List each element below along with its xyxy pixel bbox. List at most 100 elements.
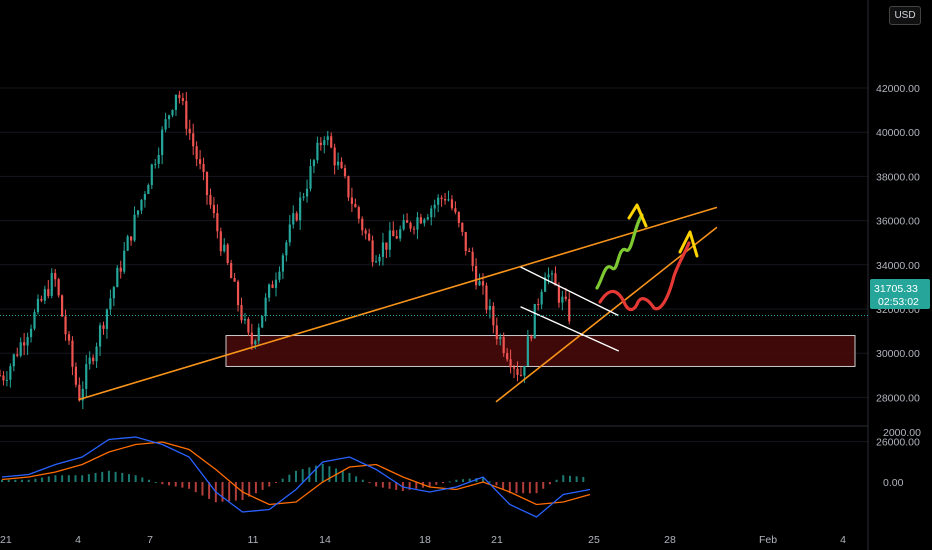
macd-histogram-bar <box>47 476 50 482</box>
macd-histogram-bar <box>395 482 398 490</box>
macd-histogram-bar <box>74 475 77 482</box>
candle <box>561 290 564 311</box>
candle <box>340 157 343 169</box>
macd-histogram-bar <box>381 482 384 488</box>
candle <box>116 265 119 288</box>
candle <box>450 195 454 211</box>
candle <box>412 226 416 235</box>
macd-histogram-bar <box>194 482 197 493</box>
candle <box>43 285 46 305</box>
candle <box>364 228 367 240</box>
candle <box>499 333 502 346</box>
candle <box>23 332 26 356</box>
candle <box>357 205 360 224</box>
macd-histogram-bar <box>341 470 344 482</box>
candle <box>312 158 316 174</box>
candle <box>447 190 450 202</box>
candle <box>537 298 540 311</box>
time-tick-label: 25 <box>588 534 600 546</box>
macd-histogram-bar <box>127 474 130 482</box>
candle <box>250 323 253 350</box>
macd-histogram-bar <box>328 466 331 482</box>
macd-histogram-bar <box>508 482 511 494</box>
macd-histogram-bar <box>141 477 144 482</box>
macd-line <box>1 436 591 518</box>
candle <box>350 187 353 213</box>
candle <box>402 214 405 231</box>
trendline <box>495 226 718 403</box>
currency-button[interactable]: USD <box>889 6 921 25</box>
candle <box>5 371 8 387</box>
macd-histogram-bar <box>315 465 318 482</box>
candle <box>119 260 122 279</box>
macd-histogram-bar <box>442 482 444 484</box>
candle <box>295 211 298 222</box>
candle <box>143 191 146 208</box>
macd-histogram-bar <box>562 475 565 482</box>
candle <box>337 152 340 170</box>
candle <box>316 136 319 164</box>
macd-histogram-bar <box>361 479 364 482</box>
candle <box>95 342 98 369</box>
arrowhead-yellow <box>678 230 699 258</box>
candle <box>464 231 467 256</box>
bearish-path-red <box>598 241 691 312</box>
time-tick-label: 28 <box>664 534 676 546</box>
candle <box>154 159 157 169</box>
candle <box>264 293 267 322</box>
candle <box>54 268 57 287</box>
price-tick-label: 26000.00 <box>876 437 920 449</box>
candle <box>126 234 129 252</box>
macd-histogram-bar <box>515 482 518 494</box>
macd-histogram-bar <box>575 476 578 482</box>
macd-histogram-bar <box>281 478 284 482</box>
macd-histogram-bar <box>34 478 37 482</box>
candle <box>478 273 481 287</box>
candle <box>288 215 291 247</box>
macd-histogram-bar <box>61 475 64 482</box>
macd-histogram-bar <box>482 477 485 482</box>
candle <box>385 242 388 259</box>
macd-histogram-bar <box>308 467 311 482</box>
macd-histogram-bar <box>81 475 84 482</box>
macd-histogram-bar <box>522 482 525 494</box>
candle <box>378 253 381 266</box>
candle <box>67 331 71 345</box>
arrowhead-yellow <box>627 203 648 228</box>
candle <box>0 369 2 377</box>
macd-histogram-bar <box>388 482 391 489</box>
candle <box>102 321 105 335</box>
macd-histogram-bar <box>555 479 558 482</box>
price-tick-label: 42000.00 <box>876 83 920 95</box>
candle <box>209 188 212 209</box>
time-tick-label: 14 <box>319 534 331 546</box>
candle <box>16 347 19 358</box>
candle <box>512 364 516 379</box>
candle <box>281 253 284 279</box>
macd-histogram-bar <box>7 479 10 482</box>
candle <box>540 289 543 310</box>
candle <box>274 272 278 297</box>
candle <box>516 361 519 382</box>
candle <box>164 112 167 133</box>
candle <box>544 272 547 292</box>
candle <box>399 225 402 242</box>
macd-histogram-bar <box>468 478 471 482</box>
candle <box>443 192 447 205</box>
candle <box>475 258 478 290</box>
candle <box>430 205 433 226</box>
candle <box>461 222 464 236</box>
candle <box>361 216 364 236</box>
candle <box>92 354 95 365</box>
candle <box>299 191 302 230</box>
candle <box>268 283 271 302</box>
candle <box>33 309 36 331</box>
candle <box>230 259 233 279</box>
candle <box>188 119 191 141</box>
candle <box>36 294 40 315</box>
candle <box>392 221 395 237</box>
candle <box>61 294 64 317</box>
macd-histogram-bar <box>368 482 371 484</box>
candle <box>171 109 174 118</box>
